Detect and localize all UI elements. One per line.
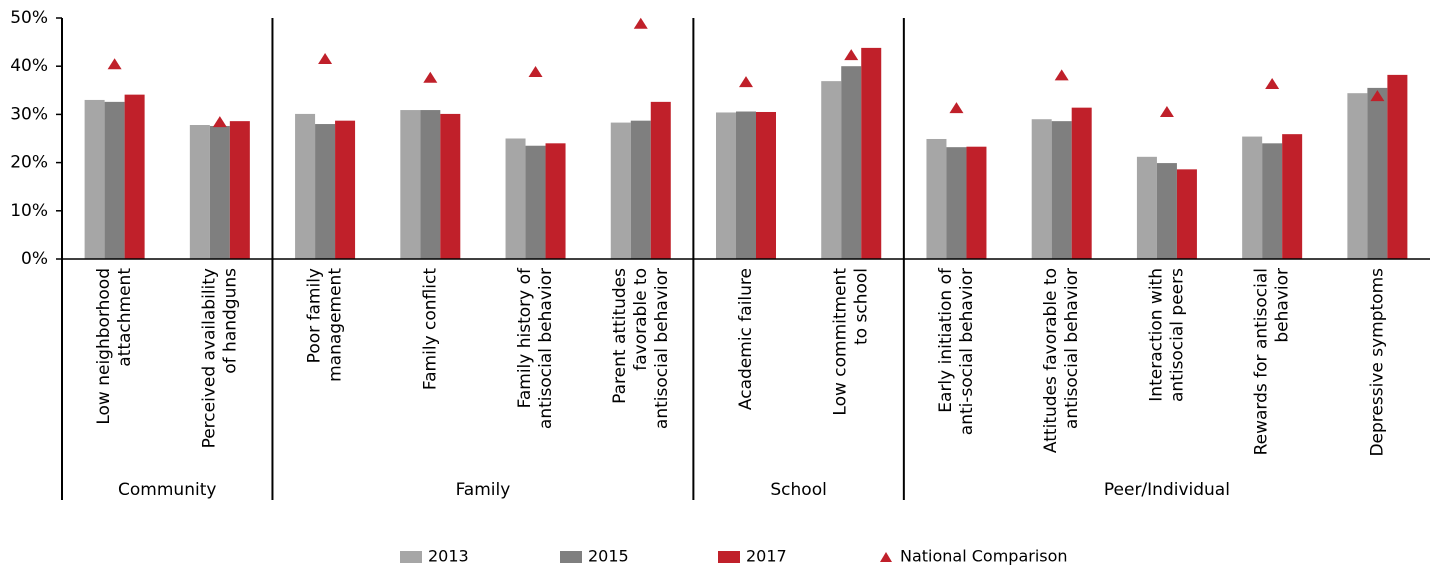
national-marker xyxy=(949,102,964,114)
group-label: School xyxy=(770,480,826,500)
x-tick-label: Poor familymanagement xyxy=(305,268,346,382)
x-tick-label: Interaction withantisocial peers xyxy=(1146,268,1187,402)
x-label-group: Depressive symptoms xyxy=(1367,268,1387,457)
bar xyxy=(84,99,105,259)
bar xyxy=(736,111,756,260)
x-tick-label: Family history ofantisocial behavior xyxy=(515,267,556,429)
bar xyxy=(1031,119,1052,259)
legend-label: 2017 xyxy=(746,547,787,566)
x-tick-label: Low neighborhoodattachment xyxy=(94,268,135,425)
x-tick-label: Attitudes favorable toantisocial behavio… xyxy=(1041,268,1082,453)
legend-swatch xyxy=(400,551,422,563)
national-marker xyxy=(633,17,648,29)
national-marker xyxy=(318,52,333,64)
x-tick-label: Academic failure xyxy=(736,268,756,410)
national-marker xyxy=(1054,69,1069,81)
group-label: Community xyxy=(118,480,216,500)
national-marker xyxy=(212,116,227,128)
bar xyxy=(821,81,842,259)
bar xyxy=(104,101,125,259)
bar xyxy=(1136,156,1157,259)
national-marker xyxy=(107,58,122,70)
x-tick-label: Early initiation ofanti-social behavior xyxy=(936,267,977,435)
x-label-group: Low neighborhoodattachment xyxy=(94,268,135,425)
bar xyxy=(1367,87,1388,259)
x-label-group: Family history ofantisocial behavior xyxy=(515,267,556,429)
x-tick-label: Rewards for antisocialbehavior xyxy=(1252,268,1293,455)
bar xyxy=(335,120,356,259)
bar xyxy=(716,112,736,259)
legend-label: National Comparison xyxy=(900,547,1068,566)
x-tick-label: Low commitmentto school xyxy=(831,268,872,416)
bar xyxy=(1387,74,1408,259)
national-marker xyxy=(1265,78,1280,90)
bar xyxy=(630,120,651,259)
y-tick-label: 10% xyxy=(10,201,48,221)
x-tick-label: Perceived availabilityof handguns xyxy=(199,268,240,449)
x-label-group: Interaction withantisocial peers xyxy=(1146,268,1187,402)
bar xyxy=(505,138,526,259)
bar xyxy=(1347,93,1368,259)
x-tick-label: Family conflict xyxy=(420,268,440,390)
y-tick-label: 40% xyxy=(10,56,48,76)
bar xyxy=(1242,136,1263,259)
x-label-group: Academic failure xyxy=(736,268,756,410)
bar xyxy=(926,138,947,259)
x-label-group: Low commitmentto school xyxy=(831,268,872,416)
bar xyxy=(189,125,210,259)
bar xyxy=(229,121,250,259)
legend-label: 2015 xyxy=(588,547,629,566)
bar xyxy=(440,113,461,259)
bar xyxy=(315,124,336,259)
bar xyxy=(400,110,421,259)
legend-swatch xyxy=(718,551,740,563)
national-marker xyxy=(423,71,438,83)
x-label-group: Family conflict xyxy=(420,268,440,390)
bar xyxy=(420,110,441,259)
bar xyxy=(650,101,671,259)
x-tick-label: Parent attitudesfavorable toantisocial b… xyxy=(610,268,672,429)
bar xyxy=(1176,169,1197,259)
bar xyxy=(209,125,230,259)
group-label: Peer/Individual xyxy=(1104,480,1230,500)
x-label-group: Rewards for antisocialbehavior xyxy=(1252,268,1293,455)
bar xyxy=(295,113,316,259)
bar xyxy=(610,122,631,260)
national-marker xyxy=(1159,105,1174,117)
bar xyxy=(1262,143,1283,259)
bar xyxy=(861,47,882,259)
x-label-group: Attitudes favorable toantisocial behavio… xyxy=(1041,268,1082,453)
y-tick-label: 20% xyxy=(10,153,48,173)
y-tick-label: 30% xyxy=(10,104,48,124)
bar xyxy=(545,143,566,259)
national-marker xyxy=(1370,90,1385,102)
bar xyxy=(525,145,546,259)
national-marker xyxy=(739,76,753,88)
legend-label: 2013 xyxy=(428,547,469,566)
bar xyxy=(946,147,967,259)
x-label-group: Poor familymanagement xyxy=(305,268,346,382)
national-marker xyxy=(528,65,543,77)
bar xyxy=(1071,107,1092,259)
x-label-group: Early initiation ofanti-social behavior xyxy=(936,267,977,435)
bar xyxy=(1051,121,1072,259)
bar xyxy=(1156,163,1177,259)
x-label-group: Perceived availabilityof handguns xyxy=(199,268,240,449)
y-tick-label: 50% xyxy=(10,8,48,28)
legend-swatch xyxy=(560,551,582,563)
group-label: Family xyxy=(456,480,511,500)
bar xyxy=(841,66,862,259)
x-tick-label: Depressive symptoms xyxy=(1367,268,1387,457)
national-marker xyxy=(844,49,859,61)
bar xyxy=(966,146,987,259)
x-label-group: Parent attitudesfavorable toantisocial b… xyxy=(610,268,672,429)
legend-marker xyxy=(880,552,892,562)
bar xyxy=(124,94,145,259)
y-tick-label: 0% xyxy=(21,249,48,269)
bar xyxy=(756,111,776,260)
bar xyxy=(1282,134,1303,259)
